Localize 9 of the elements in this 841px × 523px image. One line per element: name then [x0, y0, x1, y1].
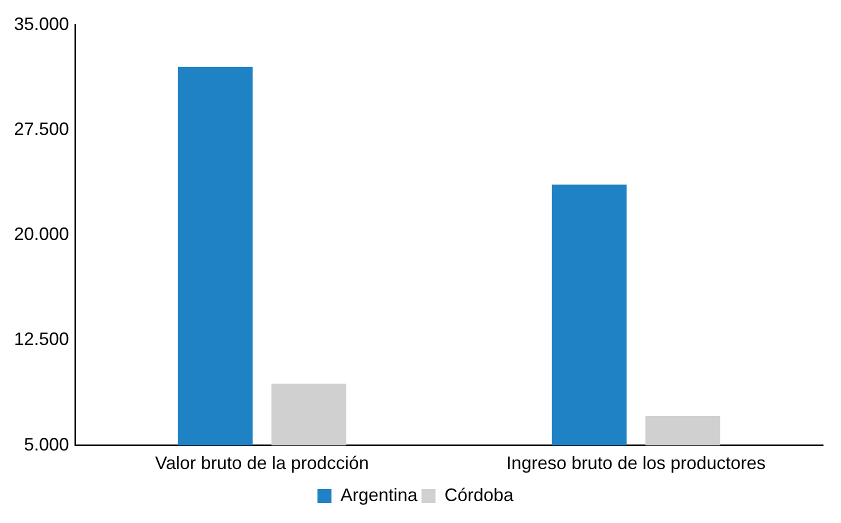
- legend-label: Córdoba: [444, 484, 515, 505]
- legend-label: Argentina: [340, 484, 418, 505]
- y-tick-label: 12.500: [14, 329, 70, 350]
- y-tick-label: 5.000: [24, 434, 70, 454]
- y-tick-label: 35.000: [14, 14, 70, 34]
- y-tick-label: 20.000: [14, 224, 70, 244]
- y-tick-label: 27.500: [14, 118, 70, 139]
- x-tick-label: Ingreso bruto de los productores: [506, 453, 766, 474]
- x-tick-label: Valor bruto de la prodcción: [155, 453, 369, 474]
